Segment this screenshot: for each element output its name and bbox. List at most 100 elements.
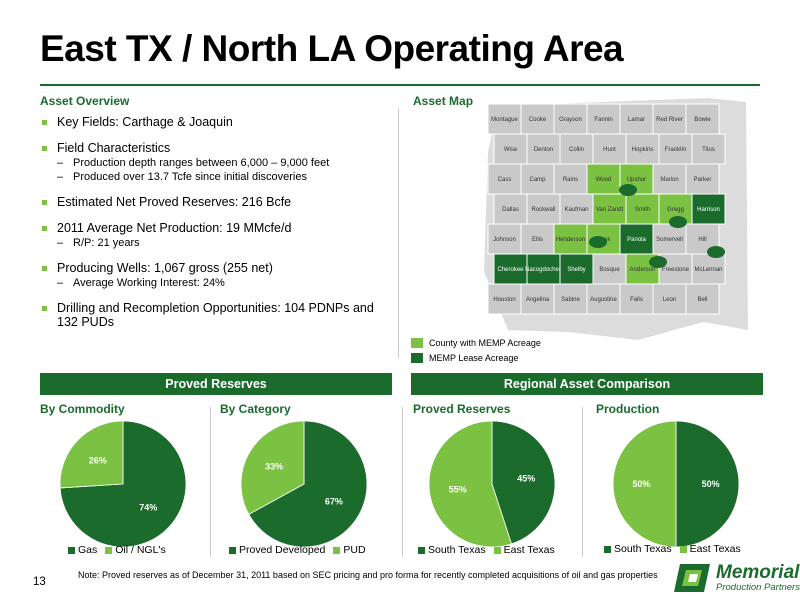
overview-map-divider <box>398 108 399 358</box>
svg-text:Nacogdoches: Nacogdoches <box>525 267 562 273</box>
footnote: Note: Proved reserves as of December 31,… <box>78 570 658 580</box>
county-smith: Smith <box>625 193 660 225</box>
county-lamar: Lamar <box>619 103 654 135</box>
gas-swatch <box>68 546 75 554</box>
county-fannin: Fannin <box>586 103 621 135</box>
svg-text:Smith: Smith <box>635 207 650 213</box>
county-cherokee: Cherokee <box>493 253 528 285</box>
svg-text:Franklin: Franklin <box>665 147 686 153</box>
east-texas-swatch <box>493 546 501 554</box>
svg-text:Titus: Titus <box>702 147 715 153</box>
county-swatch <box>411 338 423 348</box>
svg-text:Upshur: Upshur <box>627 177 646 183</box>
county-somervell: Somervell <box>652 223 687 255</box>
by-category-label: By Category <box>220 402 291 416</box>
page-title: East TX / North LA Operating Area <box>40 28 624 69</box>
sub-bullet-wi: – Average Working Interest: 24% <box>57 277 225 289</box>
svg-text:Anderson: Anderson <box>630 267 656 273</box>
county-augustine: Augustine <box>586 283 621 315</box>
svg-text:Freestone: Freestone <box>662 267 690 273</box>
logo-tagline: Production Partners <box>716 581 800 593</box>
county-sabine: Sabine <box>553 283 588 315</box>
svg-text:Augustine: Augustine <box>590 297 617 303</box>
by-commodity-label: By Commodity <box>40 402 125 416</box>
svg-text:Dallas: Dallas <box>502 207 519 213</box>
svg-text:Harrison: Harrison <box>697 207 720 213</box>
regional-production-legend: South Texas East Texas <box>604 543 749 555</box>
county-wood: Wood <box>586 163 621 195</box>
county-houston: Houston <box>487 283 522 315</box>
county-montague: Montague <box>487 103 522 135</box>
bullet-square-icon <box>42 120 47 125</box>
county-hopkins: Hopkins <box>625 133 660 165</box>
county-parker: Parker <box>685 163 720 195</box>
svg-text:Lamar: Lamar <box>628 117 645 123</box>
pie-data-label: 26% <box>89 455 107 465</box>
lease-swatch <box>411 353 423 363</box>
svg-text:Hopkins: Hopkins <box>632 147 654 153</box>
svg-text:Denton: Denton <box>534 147 553 153</box>
oil-swatch <box>105 546 113 554</box>
sub-bullet-depth: – Production depth ranges between 6,000 –… <box>57 157 330 169</box>
asset-overview-list: Key Fields: Carthage & Joaquin Field Cha… <box>40 115 385 331</box>
county-collin: Collin <box>559 133 594 165</box>
county-cass: Cass <box>487 163 522 195</box>
regional-reserves-label: Proved Reserves <box>413 402 511 416</box>
svg-text:Hunt: Hunt <box>603 147 616 153</box>
logo-name: Memorial <box>716 561 800 583</box>
bullet-square-icon <box>42 146 47 151</box>
county-bowie: Bowie <box>685 103 720 135</box>
county-henderson: Henderson <box>553 223 588 255</box>
sub-bullet-rp: – R/P: 21 years <box>57 237 140 249</box>
by-category-legend: Proved Developed PUD <box>229 544 374 556</box>
lease-acreage-area <box>669 216 687 228</box>
svg-text:Kaufman: Kaufman <box>564 207 588 213</box>
svg-text:Rains: Rains <box>563 177 578 183</box>
svg-text:Angelina: Angelina <box>526 297 550 303</box>
bullet-production: 2011 Average Net Production: 19 MMcfe/d <box>40 221 385 235</box>
svg-text:Cass: Cass <box>498 177 512 183</box>
regional-production-label: Production <box>596 402 660 416</box>
map-legend-county: County with MEMP Acreage <box>411 338 541 348</box>
pie-data-label: 74% <box>139 503 157 513</box>
memorial-logo-icon <box>674 564 710 592</box>
bullet-square-icon <box>42 266 47 271</box>
svg-text:Hill: Hill <box>698 237 706 243</box>
county-red-river: Red River <box>652 103 687 135</box>
bullet-key-fields: Key Fields: Carthage & Joaquin <box>40 115 385 129</box>
company-logo: Memorial Production Partners <box>672 560 800 596</box>
svg-text:Gregg: Gregg <box>667 207 684 213</box>
bullet-wells: Producing Wells: 1,067 gross (255 net) <box>40 261 385 275</box>
pie-divider <box>210 407 211 557</box>
county-falls: Falls <box>619 283 654 315</box>
county-bell: Bell <box>685 283 720 315</box>
svg-text:McLennan: McLennan <box>694 267 722 273</box>
svg-text:Sabine: Sabine <box>561 297 580 303</box>
proved-developed-swatch <box>229 546 236 554</box>
svg-text:Falls: Falls <box>630 297 643 303</box>
asset-map: Montague Cooke Grayson Fannin Lamar Red River… <box>484 98 748 340</box>
svg-text:Wood: Wood <box>596 177 612 183</box>
county-cooke: Cooke <box>520 103 555 135</box>
county-grayson: Grayson <box>553 103 588 135</box>
svg-text:Johnson: Johnson <box>493 237 516 243</box>
lease-acreage-area <box>619 184 637 196</box>
sub-bullet-produced: – Produced over 13.7 Tcfe since initial d… <box>57 171 307 183</box>
bullet-drilling: Drilling and Recompletion Opportunities:… <box>40 301 385 329</box>
county-shelby: Shelby <box>559 253 594 285</box>
svg-text:Leon: Leon <box>663 297 676 303</box>
svg-text:Bosque: Bosque <box>599 267 620 273</box>
pie-divider <box>582 407 583 557</box>
county-titus: Titus <box>691 133 726 165</box>
page-number: 13 <box>33 576 46 588</box>
svg-text:Rockwall: Rockwall <box>531 207 555 213</box>
svg-text:Somervell: Somervell <box>656 237 683 243</box>
south-texas-swatch <box>418 546 425 554</box>
svg-text:Grayson: Grayson <box>559 117 582 123</box>
pud-swatch <box>333 546 341 554</box>
svg-text:Shelby: Shelby <box>567 267 585 273</box>
svg-text:Bell: Bell <box>697 297 707 303</box>
lease-acreage-area <box>707 246 725 258</box>
pie-divider <box>402 407 403 557</box>
svg-text:Houston: Houston <box>493 297 515 303</box>
